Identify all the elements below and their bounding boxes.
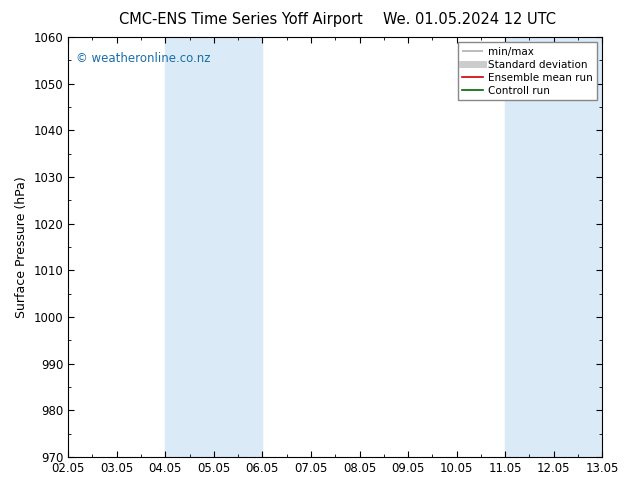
- Bar: [505, 37, 602, 457]
- Text: We. 01.05.2024 12 UTC: We. 01.05.2024 12 UTC: [383, 12, 555, 27]
- Legend: min/max, Standard deviation, Ensemble mean run, Controll run: min/max, Standard deviation, Ensemble me…: [458, 42, 597, 100]
- Bar: [165, 37, 262, 457]
- Text: CMC-ENS Time Series Yoff Airport: CMC-ENS Time Series Yoff Airport: [119, 12, 363, 27]
- Text: © weatheronline.co.nz: © weatheronline.co.nz: [76, 52, 210, 65]
- Y-axis label: Surface Pressure (hPa): Surface Pressure (hPa): [15, 176, 28, 318]
